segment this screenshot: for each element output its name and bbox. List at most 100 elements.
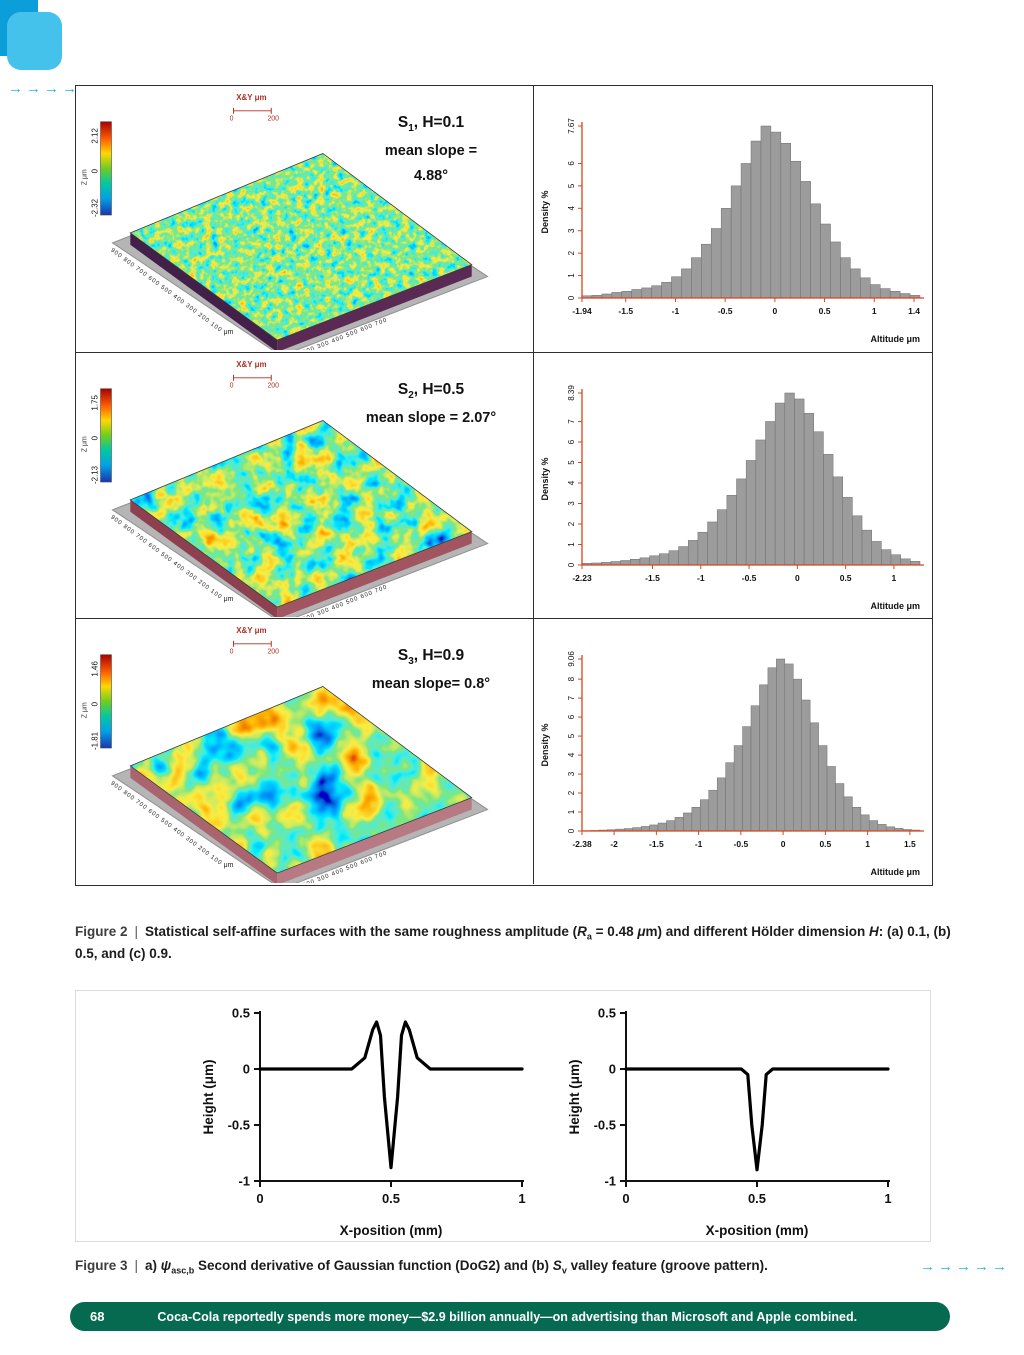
svg-text:Height (μm): Height (μm) bbox=[201, 1059, 216, 1134]
svg-text:1.5: 1.5 bbox=[904, 839, 916, 849]
svg-text:-0.5: -0.5 bbox=[718, 306, 733, 316]
page-number: 68 bbox=[90, 1309, 105, 1324]
svg-text:2: 2 bbox=[567, 250, 576, 255]
histogram-panel-s3: 0 1 2 3 4 5 6 7 8 9.06 -2.38 -2 -1.5 -1 -0.5 0 0.5 1 1.5 De… bbox=[536, 643, 930, 883]
svg-text:4: 4 bbox=[567, 206, 576, 211]
surface-label: S2, H=0.5 bbox=[397, 381, 465, 402]
svg-text:X-position (mm): X-position (mm) bbox=[706, 1223, 809, 1238]
svg-text:0: 0 bbox=[567, 295, 576, 300]
figure2-row-s2: 1.75 0 -2.13 Z μm X&Y μm 0 200 900 800 700 600 … bbox=[76, 352, 932, 618]
svg-text:0.5: 0.5 bbox=[232, 1006, 250, 1021]
mean-slope-text: mean slope = 2.07° bbox=[365, 410, 497, 427]
svg-text:Altitude μm: Altitude μm bbox=[870, 334, 920, 344]
svg-text:3: 3 bbox=[567, 228, 576, 233]
svg-text:-0.5: -0.5 bbox=[734, 839, 749, 849]
svg-text:4: 4 bbox=[567, 752, 576, 757]
svg-text:-1: -1 bbox=[697, 573, 705, 583]
line-chart-dog2: 0.5 0 -0.5 -1 0 0.5 1 Height (μm) X-position (mm… bbox=[201, 1006, 526, 1239]
svg-text:-2.13: -2.13 bbox=[91, 465, 100, 484]
svg-text:5: 5 bbox=[567, 733, 576, 738]
svg-text:2: 2 bbox=[567, 790, 576, 795]
svg-text:6: 6 bbox=[567, 439, 576, 444]
svg-text:1: 1 bbox=[518, 1191, 525, 1206]
svg-text:-1.5: -1.5 bbox=[618, 306, 633, 316]
figure3-panel-group: 0.5 0 -0.5 -1 0 0.5 1 Height (μm) X-position (mm… bbox=[75, 990, 931, 1242]
svg-text:7: 7 bbox=[567, 419, 576, 424]
svg-text:0: 0 bbox=[622, 1191, 629, 1206]
svg-text:-1.94: -1.94 bbox=[572, 306, 592, 316]
svg-text:Density %: Density % bbox=[540, 190, 550, 233]
histogram-panel-s2: 0 1 2 3 4 5 6 7 8.39 -2.23 -1.5 -1 -0.5 0 0.5 1 Density … bbox=[536, 377, 930, 617]
arrow-decoration-bottom: →→→→→ bbox=[920, 1258, 1010, 1275]
svg-text:0: 0 bbox=[91, 435, 100, 440]
svg-text:7.67: 7.67 bbox=[567, 118, 576, 134]
figure2-row-s1: 2.12 0 -2.32 Z μm X&Y μm 0 200 900 800 700 600 … bbox=[76, 86, 932, 352]
svg-text:Z μm: Z μm bbox=[82, 436, 89, 452]
svg-text:5: 5 bbox=[567, 183, 576, 188]
svg-text:-1: -1 bbox=[672, 306, 680, 316]
figure2-caption: Figure 2 | Statistical self-affine surface… bbox=[75, 924, 951, 962]
svg-text:0: 0 bbox=[567, 828, 576, 833]
surface-panel-s1: 2.12 0 -2.32 Z μm X&Y μm 0 200 900 800 700 600 … bbox=[76, 86, 534, 352]
footer-fact-text: Coca-Cola reportedly spends more money—$… bbox=[157, 1309, 858, 1324]
svg-text:0: 0 bbox=[772, 306, 777, 316]
svg-text:0: 0 bbox=[230, 116, 234, 123]
surface-label: S1, H=0.1 bbox=[397, 114, 465, 135]
histogram-s3: 0 1 2 3 4 5 6 7 8 9.06 -2.38 -2 -1.5 -1 -0.5 0 0.5 1 1.5 De… bbox=[540, 651, 924, 877]
surface-panel-s3: 1.46 0 -1.81 Z μm X&Y μm 0 200 900 800 700 600 … bbox=[76, 619, 534, 884]
svg-text:-0.5: -0.5 bbox=[228, 1118, 250, 1133]
svg-text:-0.5: -0.5 bbox=[742, 573, 757, 583]
svg-text:X-position (mm): X-position (mm) bbox=[340, 1223, 443, 1238]
svg-text:3: 3 bbox=[567, 771, 576, 776]
svg-text:6: 6 bbox=[567, 161, 576, 166]
svg-text:μm: μm bbox=[224, 862, 234, 869]
footer-bar: 68 Coca-Cola reportedly spends more mone… bbox=[70, 1302, 950, 1331]
svg-text:0.5: 0.5 bbox=[840, 573, 852, 583]
svg-text:-1: -1 bbox=[238, 1174, 250, 1189]
svg-text:1: 1 bbox=[865, 839, 870, 849]
svg-text:X&Y μm: X&Y μm bbox=[236, 626, 266, 635]
svg-text:8.39: 8.39 bbox=[567, 385, 576, 401]
figure2-row-s3: 1.46 0 -1.81 Z μm X&Y μm 0 200 900 800 700 600 … bbox=[76, 618, 932, 884]
svg-text:Density %: Density % bbox=[540, 457, 550, 500]
svg-text:200: 200 bbox=[267, 649, 279, 656]
svg-text:1: 1 bbox=[567, 542, 576, 547]
histogram-s2: 0 1 2 3 4 5 6 7 8.39 -2.23 -1.5 -1 -0.5 0 0.5 1 Density … bbox=[540, 385, 924, 611]
line-chart-valley: 0.5 0 -0.5 -1 0 0.5 1 Height (μm) X-position (mm… bbox=[567, 1006, 892, 1239]
svg-text:1: 1 bbox=[567, 273, 576, 278]
svg-text:0: 0 bbox=[609, 1062, 616, 1077]
svg-text:-0.5: -0.5 bbox=[594, 1118, 616, 1133]
panel-title-s1: S1, H=0.1 mean slope = 4.88° bbox=[331, 114, 531, 184]
svg-text:5: 5 bbox=[567, 460, 576, 465]
svg-text:3: 3 bbox=[567, 501, 576, 506]
svg-text:1: 1 bbox=[567, 809, 576, 814]
svg-text:Density %: Density % bbox=[540, 723, 550, 766]
svg-text:4: 4 bbox=[567, 480, 576, 485]
svg-text:-2.23: -2.23 bbox=[572, 573, 592, 583]
svg-text:0: 0 bbox=[243, 1062, 250, 1077]
svg-text:1.4: 1.4 bbox=[908, 306, 920, 316]
svg-text:-1.5: -1.5 bbox=[649, 839, 664, 849]
histogram-s1: 0 1 2 3 4 5 6 7.67 -1.94 -1.5 -1 -0.5 0 0.5 1 1.4 Densit… bbox=[540, 118, 924, 344]
svg-text:2.12: 2.12 bbox=[91, 128, 100, 143]
svg-text:0: 0 bbox=[230, 383, 234, 390]
svg-text:-2.32: -2.32 bbox=[91, 199, 100, 217]
svg-text:Altitude μm: Altitude μm bbox=[870, 867, 920, 877]
svg-text:Z μm: Z μm bbox=[82, 169, 89, 185]
svg-text:0: 0 bbox=[256, 1191, 263, 1206]
svg-text:1: 1 bbox=[872, 306, 877, 316]
svg-text:0.5: 0.5 bbox=[819, 306, 831, 316]
svg-text:0: 0 bbox=[91, 701, 100, 706]
svg-text:-1: -1 bbox=[695, 839, 703, 849]
svg-text:1: 1 bbox=[892, 573, 897, 583]
svg-text:X&Y μm: X&Y μm bbox=[236, 93, 266, 102]
svg-text:-2: -2 bbox=[610, 839, 618, 849]
figure2-panel-group: 2.12 0 -2.32 Z μm X&Y μm 0 200 900 800 700 600 … bbox=[75, 85, 933, 886]
svg-text:0: 0 bbox=[781, 839, 786, 849]
histogram-panel-s1: 0 1 2 3 4 5 6 7.67 -1.94 -1.5 -1 -0.5 0 0.5 1 1.4 Densit… bbox=[536, 110, 930, 350]
panel-title-s2: S2, H=0.5 mean slope = 2.07° bbox=[331, 381, 531, 435]
svg-text:-1.81: -1.81 bbox=[91, 731, 100, 750]
svg-text:0.5: 0.5 bbox=[598, 1006, 616, 1021]
